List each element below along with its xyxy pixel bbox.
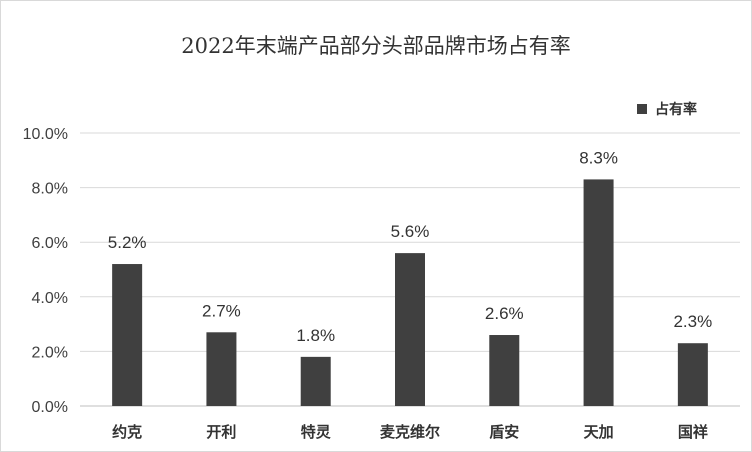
- x-axis-categories: 约克 开利 特灵 麦克维尔 盾安 天加 国祥: [112, 423, 708, 441]
- y-tick-label: 0.0%: [32, 399, 68, 416]
- y-tick-label: 6.0%: [32, 235, 68, 252]
- category-label: 特灵: [301, 423, 332, 441]
- chart-title: 2022年末端产品部分头部品牌市场占有率: [181, 34, 571, 58]
- legend-swatch: [637, 104, 647, 114]
- data-label: 2.7%: [202, 301, 241, 320]
- category-label: 盾安: [489, 423, 519, 441]
- category-label: 约克: [112, 423, 142, 441]
- data-label: 1.8%: [296, 326, 335, 345]
- data-label: 2.6%: [485, 304, 524, 323]
- bars: [112, 179, 708, 406]
- bar: [583, 179, 614, 406]
- legend-label: 占有率: [655, 102, 697, 118]
- y-tick-label: 4.0%: [32, 290, 68, 307]
- y-tick-label: 10.0%: [23, 126, 68, 143]
- data-label: 5.2%: [108, 233, 147, 252]
- y-tick-label: 8.0%: [32, 181, 68, 198]
- y-axis-ticks: 0.0% 2.0% 4.0% 6.0% 8.0% 10.0%: [23, 126, 68, 416]
- legend: 占有率: [637, 99, 697, 119]
- bar: [112, 264, 143, 406]
- y-tick-label: 2.0%: [32, 344, 68, 361]
- data-label: 8.3%: [579, 148, 618, 167]
- category-label: 天加: [584, 423, 614, 441]
- data-label: 5.6%: [391, 222, 430, 241]
- category-label: 开利: [206, 423, 236, 441]
- bar: [677, 343, 708, 406]
- bar: [300, 356, 331, 406]
- bar: [395, 253, 425, 406]
- data-label: 2.3%: [673, 312, 712, 331]
- category-label: 国祥: [678, 423, 708, 441]
- bar: [206, 332, 237, 406]
- bar: [489, 335, 520, 406]
- category-label: 麦克维尔: [380, 423, 440, 441]
- data-labels: 5.2% 2.7% 1.8% 5.6% 2.6% 8.3% 2.3%: [108, 148, 712, 344]
